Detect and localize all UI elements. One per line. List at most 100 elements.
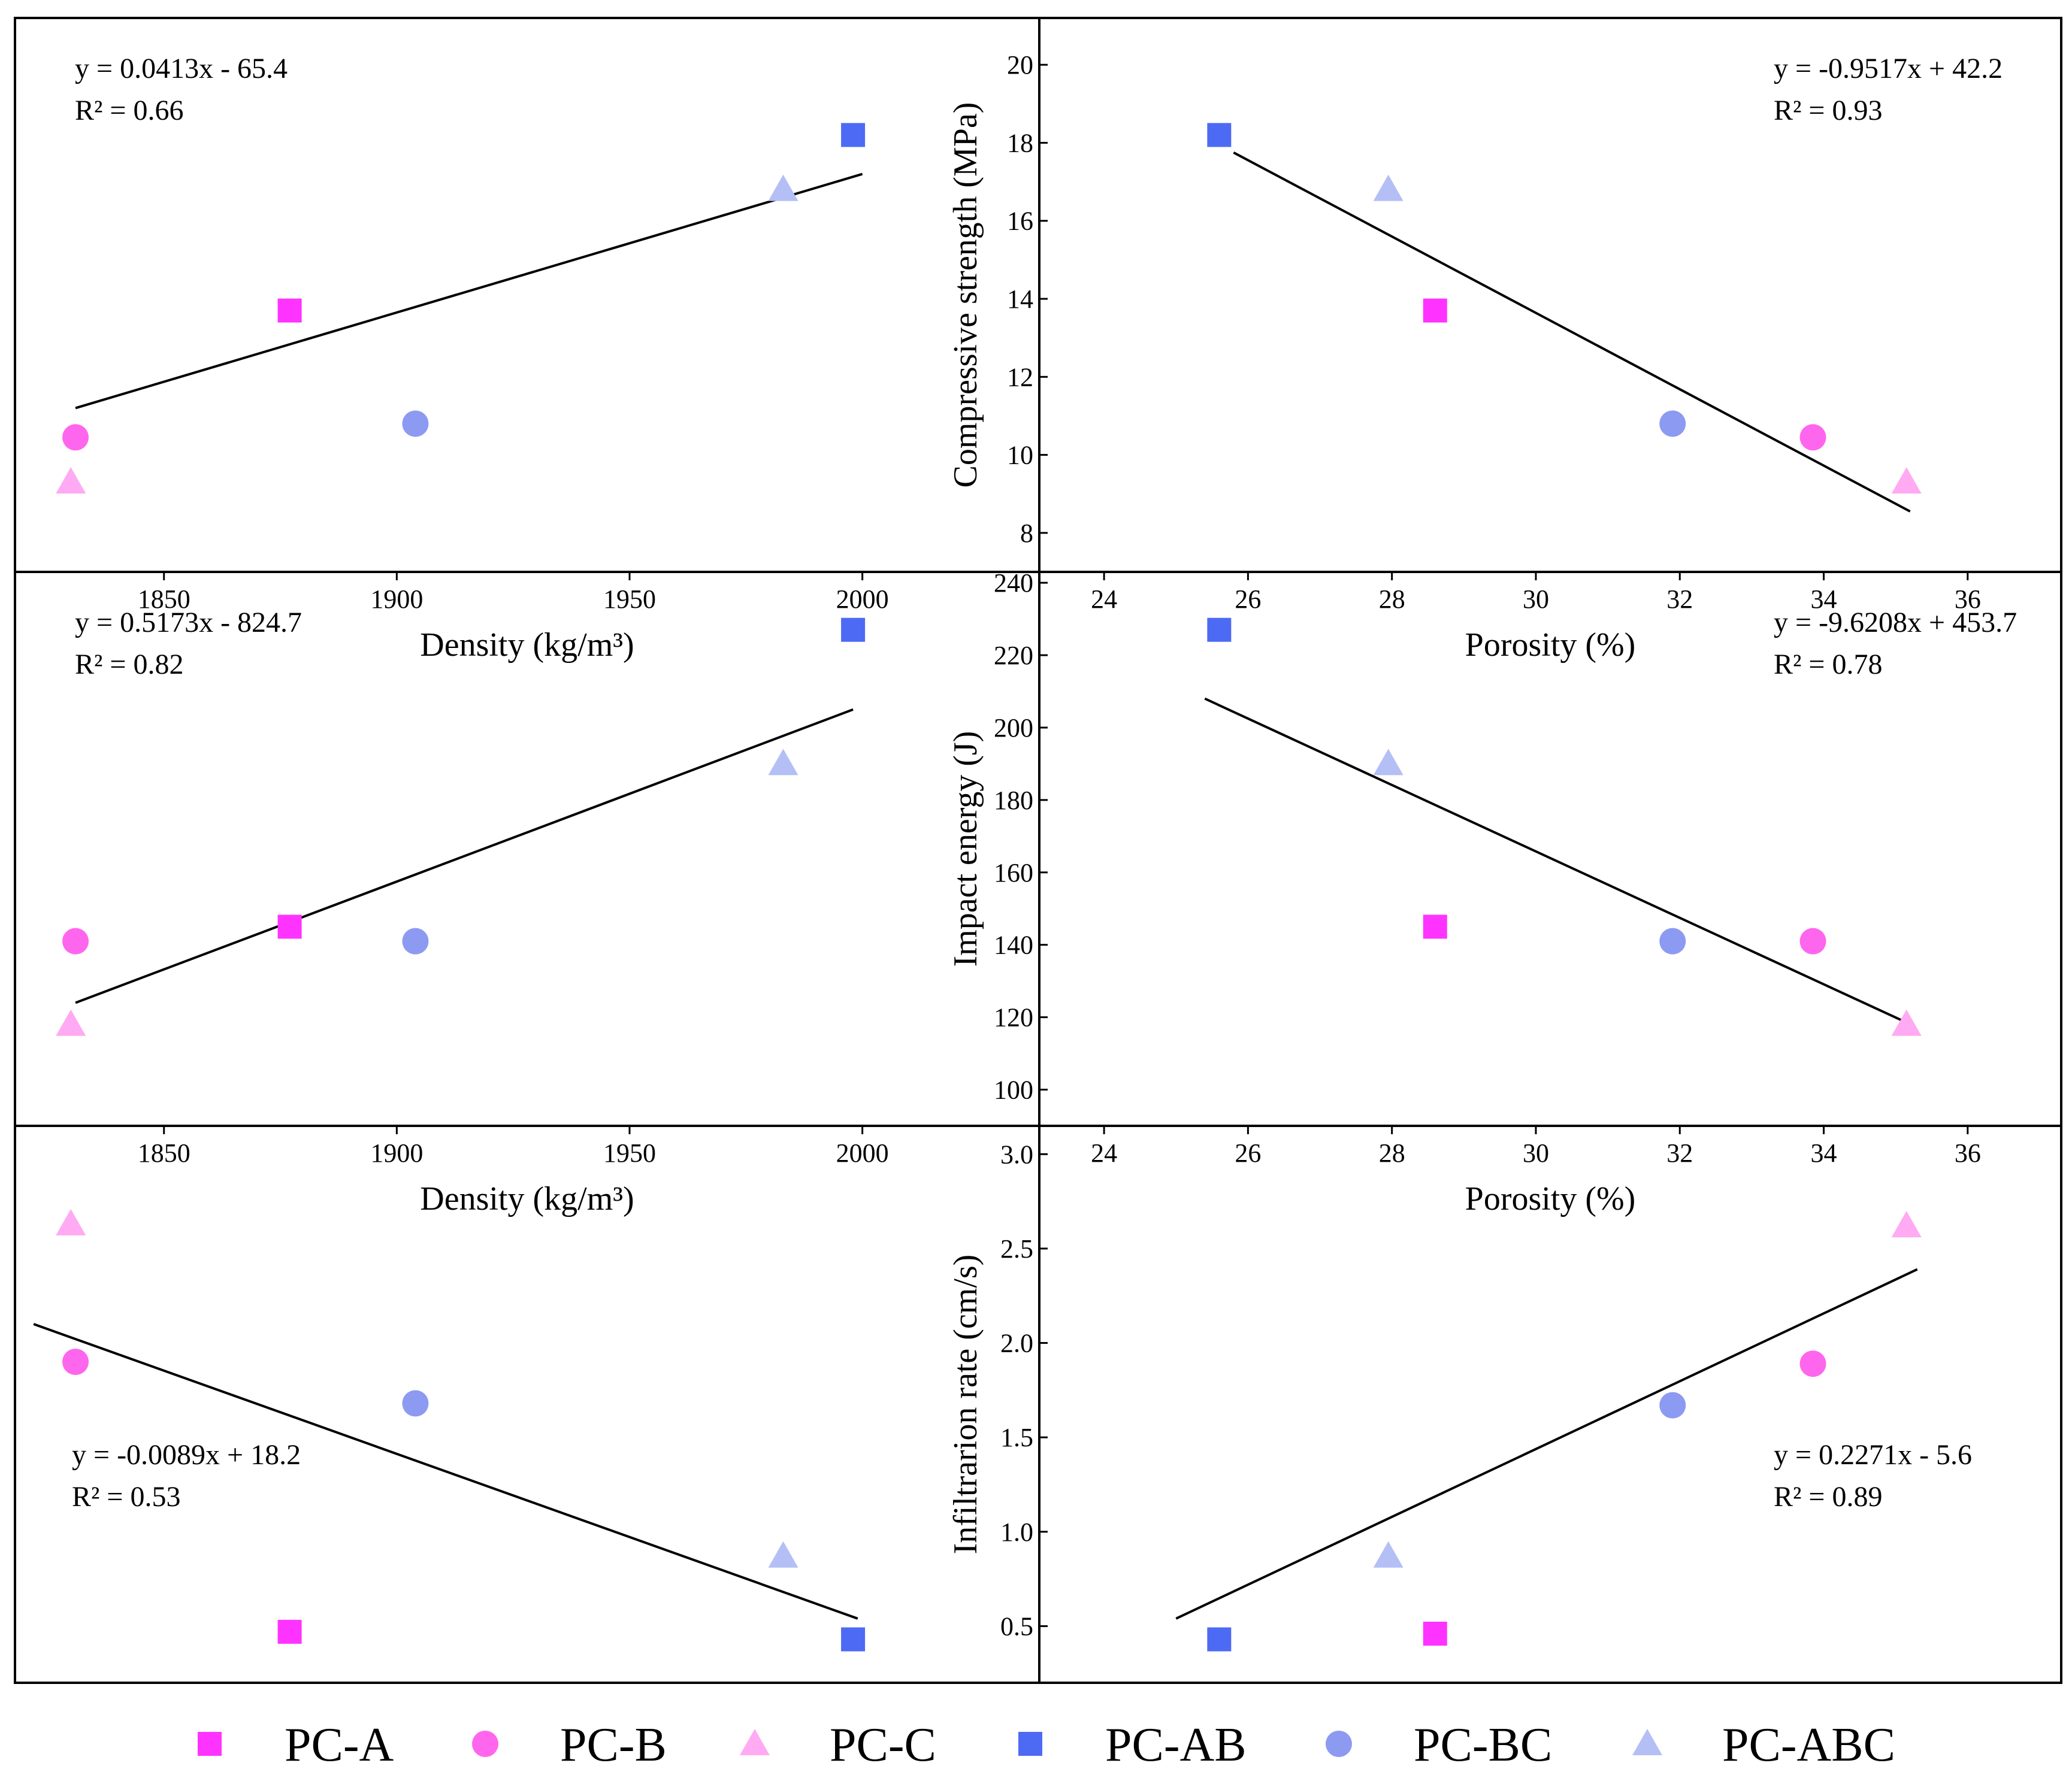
point-pc-abc xyxy=(1373,749,1403,776)
y-tick-label: 240 xyxy=(994,568,1033,598)
y-tick-label: 2.0 xyxy=(1000,1329,1033,1358)
y-tick-label: 160 xyxy=(994,858,1033,888)
x-tick-label: 1900 xyxy=(370,1138,423,1168)
x-tick-label: 32 xyxy=(1666,584,1693,614)
y-axis-label: Compressive strength (MPa) xyxy=(947,102,984,488)
point-pc-c xyxy=(1891,1211,1922,1238)
x-axis-label: Density (kg/m³) xyxy=(420,1180,634,1217)
x-tick-label: 26 xyxy=(1235,1138,1261,1168)
legend-item-pc-c: PC-C xyxy=(740,1719,936,1771)
fit-r2: R² = 0.66 xyxy=(75,95,183,126)
fit-r2: R² = 0.82 xyxy=(75,649,183,680)
y-axis-label: Infiltrarion rate (cm/s) xyxy=(947,1255,984,1555)
point-pc-bc xyxy=(1659,410,1686,437)
y-tick-label: 1.5 xyxy=(1000,1423,1033,1452)
point-pc-ab xyxy=(841,123,866,147)
point-pc-c xyxy=(56,1009,86,1036)
point-pc-abc xyxy=(768,174,798,201)
point-pc-b xyxy=(1799,928,1826,955)
fit-line xyxy=(75,172,863,410)
legend-marker xyxy=(740,1729,770,1755)
point-pc-b xyxy=(62,928,89,955)
x-tick-label: 28 xyxy=(1379,1138,1405,1168)
x-tick-label: 30 xyxy=(1523,1138,1549,1168)
point-pc-a xyxy=(1423,298,1447,323)
point-pc-bc xyxy=(402,928,429,955)
x-tick-label: 24 xyxy=(1091,584,1117,614)
point-pc-b xyxy=(1799,1350,1826,1377)
x-tick-label: 36 xyxy=(1955,1138,1981,1168)
fit-equation: y = -0.0089x + 18.2 xyxy=(72,1439,301,1471)
fit-equation: y = 0.5173x - 824.7 xyxy=(75,607,302,638)
point-pc-c xyxy=(1891,1009,1922,1036)
y-tick-label: 20 xyxy=(1007,50,1033,80)
point-pc-bc xyxy=(402,1390,429,1417)
legend-item-pc-b: PC-B xyxy=(472,1719,667,1771)
point-pc-ab xyxy=(1207,123,1232,147)
panel-cs-porosity: 24 26 28 30 32 34 36 Porosity (%) 8 10 12 14 16 18 20 C… xyxy=(947,17,2062,664)
x-tick-label: 1850 xyxy=(138,584,190,614)
fit-equation: y = -9.6208x + 453.7 xyxy=(1774,607,2017,638)
legend-item-pc-bc: PC-BC xyxy=(1326,1719,1552,1771)
point-pc-bc xyxy=(1659,928,1686,955)
point-pc-abc xyxy=(1373,174,1403,201)
fit-line xyxy=(75,708,854,1004)
legend-marker xyxy=(1632,1729,1662,1755)
point-pc-a xyxy=(1423,914,1447,939)
x-tick-label: 32 xyxy=(1666,1138,1693,1168)
y-tick-label: 1.0 xyxy=(1000,1517,1033,1547)
y-tick-label: 0.5 xyxy=(1000,1612,1033,1641)
legend-marker xyxy=(198,1732,222,1756)
legend-item-pc-ab: PC-AB xyxy=(1018,1719,1247,1771)
legend-item-pc-abc: PC-ABC xyxy=(1632,1719,1895,1771)
point-pc-a xyxy=(1423,1622,1447,1646)
point-pc-ab xyxy=(841,1627,866,1652)
fit-line xyxy=(1175,1268,1918,1620)
fit-r2: R² = 0.89 xyxy=(1774,1481,1882,1513)
x-axis-label: Porosity (%) xyxy=(1465,1180,1636,1217)
legend-marker xyxy=(1326,1731,1352,1757)
fit-r2: R² = 0.93 xyxy=(1774,95,1882,126)
y-tick-label: 12 xyxy=(1007,362,1033,392)
y-tick-label: 3.0 xyxy=(1000,1140,1033,1169)
panel-cs-density: 1850 1900 1950 2000 Density (kg/m³) y = 0.041… xyxy=(14,17,1040,664)
point-pc-a xyxy=(277,298,302,323)
x-tick-label: 30 xyxy=(1523,584,1549,614)
x-axis-label: Density (kg/m³) xyxy=(420,626,634,664)
y-axis-label: Impact energy (J) xyxy=(947,731,984,967)
y-tick-label: 200 xyxy=(994,713,1033,743)
legend-label: PC-AB xyxy=(1105,1719,1247,1771)
legend-label: PC-B xyxy=(560,1719,667,1771)
legend-label: PC-ABC xyxy=(1722,1719,1895,1771)
point-pc-b xyxy=(62,424,89,451)
legend-label: PC-BC xyxy=(1414,1719,1552,1771)
y-tick-label: 100 xyxy=(994,1076,1033,1105)
point-pc-abc xyxy=(768,749,798,776)
point-pc-a xyxy=(277,1619,302,1644)
y-tick-label: 14 xyxy=(1007,284,1033,314)
point-pc-b xyxy=(1799,424,1826,451)
point-pc-abc xyxy=(1373,1541,1403,1568)
point-pc-ab xyxy=(1207,617,1232,642)
x-tick-label: 1950 xyxy=(603,584,656,614)
fit-equation: y = 0.2271x - 5.6 xyxy=(1774,1439,1972,1471)
fit-line xyxy=(1233,151,1911,513)
x-tick-label: 1950 xyxy=(603,1138,656,1168)
legend-marker xyxy=(1018,1732,1042,1756)
point-pc-abc xyxy=(768,1541,798,1568)
fit-r2: R² = 0.53 xyxy=(72,1481,180,1513)
fit-equation: y = 0.0413x - 65.4 xyxy=(75,53,288,84)
x-tick-label: 26 xyxy=(1235,584,1261,614)
panel-ie-density: 1850 1900 1950 2000 Density (kg/m³) y = 0.517… xyxy=(14,571,1040,1217)
point-pc-c xyxy=(56,1208,86,1235)
legend-label: PC-A xyxy=(285,1719,394,1771)
point-pc-bc xyxy=(402,410,429,437)
fit-line xyxy=(1204,697,1904,1022)
panel-frame xyxy=(1038,1125,2062,1684)
legend-item-pc-a: PC-A xyxy=(198,1719,394,1771)
x-tick-label: 1900 xyxy=(370,584,423,614)
x-tick-label: 2000 xyxy=(836,584,889,614)
y-tick-label: 2.5 xyxy=(1000,1234,1033,1264)
x-tick-label: 2000 xyxy=(836,1138,889,1168)
